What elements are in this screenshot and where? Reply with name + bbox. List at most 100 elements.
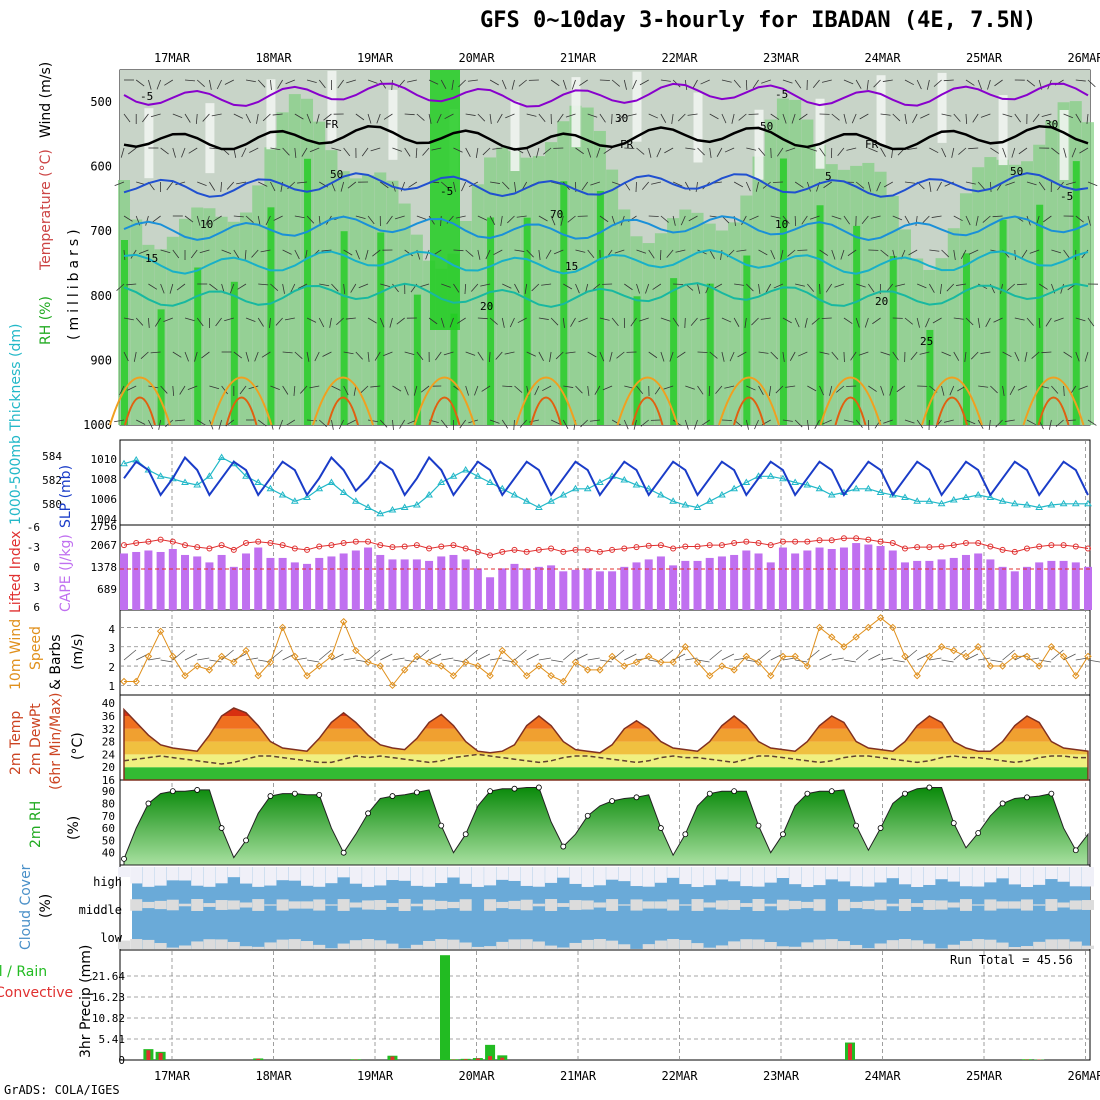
rh-point [1048,790,1055,797]
wind-barb [925,317,930,328]
date-label-top: 23MAR [763,51,800,65]
cloud-low-gap [398,948,411,949]
cloud-high-gap [471,867,484,887]
wind-barb [184,113,191,123]
wind-barb [233,351,243,359]
wind-barb [215,317,222,327]
wind-barb [257,317,264,327]
rh-fill-core [267,207,275,425]
rh-fill-column [825,164,838,425]
wind-barb [819,283,821,295]
wind-barb [571,79,576,90]
li-tick: -6 [27,521,40,534]
precip-convective-bar [390,1056,395,1060]
date-label-top: 19MAR [357,51,394,65]
rh-point [780,831,786,838]
wind-barb [965,181,976,185]
wind-barb [562,419,569,430]
cape-bar [1035,562,1044,610]
cloud-high-gap [557,867,570,878]
wind-barb [251,249,259,258]
wind-barb [492,147,503,150]
cloud-high-gap [752,867,765,887]
wind-barb [158,419,162,430]
wind-barb [868,147,878,153]
wind-barb [843,113,847,124]
wind10-barb [245,657,259,661]
wind-barb [557,113,564,123]
wind-barb [269,317,271,328]
wind10-barb [880,657,893,661]
wind-barb [480,283,491,287]
wind-barb [672,215,676,226]
temperature-contour [123,82,1089,108]
wind-barb [415,147,418,159]
wind-barb [809,215,820,220]
rh-point [462,831,469,838]
wind-barb [1043,215,1052,223]
wind-barb [965,113,968,125]
cloud-low-gap [459,942,472,949]
rh-dry-patch [693,92,703,163]
wind-barb [770,249,776,260]
wind-barb [245,113,251,124]
rh-point [658,825,664,831]
cloud-high-gap [972,867,985,887]
contour-label: 70 [550,208,563,221]
wind-barb [928,181,932,192]
wind-barb [272,113,283,116]
li-point [987,543,994,550]
cloud-mid-gap [313,899,326,911]
wind-barb [736,249,747,252]
cloud-level-label: low [100,931,122,945]
cloud-high-gap [398,867,411,881]
wind-barb [660,351,665,362]
cloud-high-gap [715,867,728,880]
wind-barb [114,181,125,186]
wind-barb [680,215,686,226]
wind-barb [995,419,1003,428]
wind-barb [187,385,198,390]
wind-barb [241,147,247,158]
wind-barb [745,419,749,430]
slp-ylabels: 1000-500mb Thickness (dm) SLP (mb) [8,324,74,528]
precip-tick: 21.64 [92,970,125,983]
wind-barb [509,317,515,328]
wind-barb [896,385,906,393]
wind-barb [746,147,757,151]
cloud-mid-gap [435,900,448,910]
wind-barb [801,215,808,225]
wind-barb [851,113,857,124]
cloud-low-gap [325,948,338,949]
wind-barb [391,79,393,91]
rh-point [121,855,127,862]
rh-fill-column [1082,122,1094,425]
cloud-low-gap [593,939,606,949]
wind-barb [840,249,845,260]
wind-barb [951,147,955,158]
wind-barb [142,113,149,123]
contour-label: -5 [775,88,788,101]
wind-barb [843,215,851,225]
cloud-high-gap [386,867,399,881]
wind-barb [490,181,501,184]
cloud-low-gap [911,940,924,949]
wind10-barb [941,659,954,663]
wind-barb [380,283,391,287]
cape-edge-tick: 2756 [91,520,118,533]
wind-barb [746,385,756,391]
cloud-low-gap [557,947,570,949]
wind-barb [309,385,320,389]
wind-barb [721,79,732,83]
rh-point [633,794,640,801]
wind-barb [270,385,280,390]
cloud-mid-gap [789,900,802,910]
wind-barb [1017,385,1028,391]
cloud-mid-gap [337,899,350,911]
rh-fill-column [1057,102,1070,426]
upper-ylabels: RH (%) Temperature (°C) Wind (m/s) (mill… [38,62,82,345]
temperature-contour-25 [921,376,983,426]
wind-barb [239,385,247,395]
rh-fill-core [1072,161,1080,425]
wind-barb [120,147,125,158]
